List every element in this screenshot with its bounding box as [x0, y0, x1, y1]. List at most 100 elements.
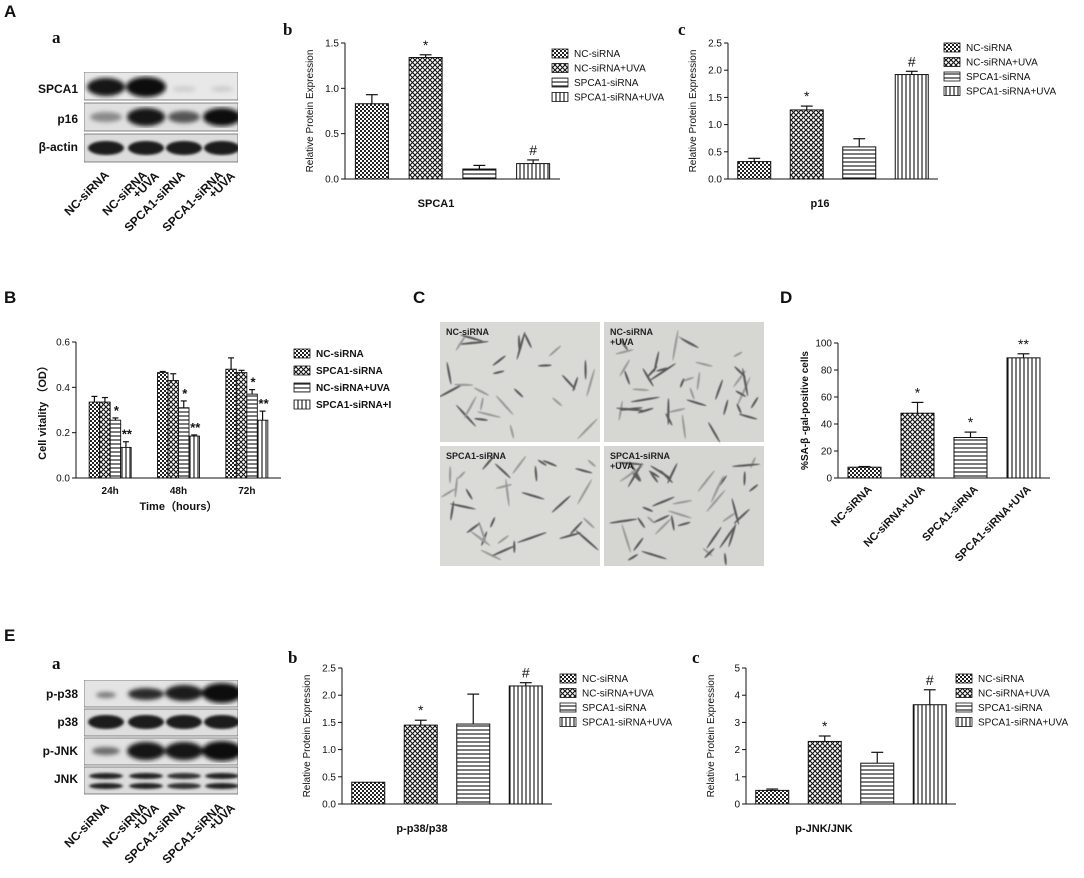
cell-shape [509, 424, 515, 439]
cell-shape [633, 537, 644, 551]
legend-entry: NC-siRNA+UVA [316, 383, 390, 394]
panel-label-A: A [4, 2, 17, 21]
y-tick-label: 1.0 [322, 745, 336, 756]
micrograph-label: NC-siRNA +UVA [610, 327, 654, 347]
significance-mark: * [822, 718, 828, 734]
bar [167, 380, 179, 479]
cell-shape [652, 496, 675, 507]
significance-mark: # [529, 142, 537, 158]
blot-row-label: p-p38 [45, 687, 78, 701]
bar [912, 704, 947, 805]
legend-swatch [943, 86, 961, 96]
panel-label-D: D [780, 288, 793, 307]
micrograph-label: SPCA1-siRNA +UVA [610, 451, 671, 471]
cell-shape [551, 495, 571, 513]
chart-E-c: 0 1 2 3 4 5 * # Relative Protein Expression p-JNK… [706, 664, 1068, 836]
y-tick-label: 1.0 [325, 84, 339, 95]
cell-shape [689, 387, 695, 400]
bar [1006, 357, 1041, 479]
y-tick-label: 2.0 [322, 691, 336, 702]
legend-entry: NC-siRNA+UVA [966, 58, 1038, 69]
cell-shape [552, 397, 563, 407]
significance-mark: * [804, 88, 810, 104]
lane-label: SPCA1-siRNA [159, 168, 226, 235]
legend-entry: SPCA1-siRNA+I [316, 400, 392, 411]
cell-shape [516, 331, 526, 360]
blot-row-label: β-actin [38, 140, 78, 154]
cell-shape [465, 488, 473, 500]
cell-shape [672, 500, 693, 505]
x-axis-label: p16 [811, 198, 830, 210]
significance-mark: * [968, 414, 974, 430]
cell-shape [686, 399, 707, 406]
legend-entry: SPCA1-siRNA [574, 78, 639, 89]
significance-mark: * [418, 702, 424, 718]
cell-shape [449, 503, 476, 510]
subpanel-label-A-a: a [52, 28, 61, 47]
bar [789, 109, 824, 180]
cell-shape [641, 551, 667, 560]
lane-label: NC-siRNA [99, 168, 150, 219]
cell-shape [490, 517, 496, 528]
cell-shape [477, 411, 501, 418]
cell-shape [473, 387, 490, 396]
y-axis-label: Relative Protein Expression [302, 675, 313, 798]
blot-A-image [84, 72, 238, 163]
y-tick-label: 0 [734, 800, 740, 811]
cell-shape [672, 329, 679, 361]
legend-entry: SPCA1-siRNA+UVA [978, 718, 1068, 729]
legend-swatch [551, 48, 569, 59]
legend-entry: SPCA1-siRNA+UVA [574, 93, 664, 104]
cell-shape [619, 407, 643, 411]
y-axis-label: %SA-β -gal-positive cells [800, 351, 811, 470]
cell-shape [637, 517, 645, 529]
cell-shape [732, 463, 761, 467]
panel-label-C: C [413, 288, 426, 307]
legend-entry: NC-siRNA [316, 349, 364, 360]
cell-shape [637, 407, 654, 414]
cell-shape [577, 418, 598, 440]
cell-shape [454, 476, 458, 498]
cell-shape [464, 396, 477, 419]
cell-shape [706, 526, 722, 549]
cell-shape [680, 338, 699, 349]
legend-swatch [955, 702, 973, 713]
cell-shape [584, 360, 587, 380]
micrograph-image [438, 322, 764, 566]
bar [354, 103, 389, 180]
cell-shape [624, 370, 630, 385]
bar [403, 724, 438, 805]
cell-shape [559, 532, 582, 539]
bar [755, 789, 790, 805]
cell-shape [731, 498, 739, 525]
significance-mark: * [182, 386, 188, 401]
cell-shape [631, 471, 641, 482]
legend-entry: SPCA1-siRNA [966, 72, 1031, 83]
legend-swatch [955, 717, 973, 727]
bar [178, 407, 190, 479]
bar [408, 57, 443, 180]
bar [508, 685, 543, 805]
blot-row-label: p16 [57, 112, 78, 126]
cell-shape [521, 492, 545, 500]
x-tick-label: 72h [238, 486, 255, 497]
bar [516, 163, 551, 180]
cell-shape [681, 414, 686, 440]
cell-shape [723, 399, 729, 416]
cell-shape [480, 549, 502, 561]
cell-shape [667, 462, 678, 484]
lane-label: NC-siRNA [99, 800, 150, 851]
cell-shape [680, 378, 685, 388]
y-axis-label: Relative Protein Expression [305, 50, 316, 173]
y-tick-label: 40 [821, 420, 833, 431]
cell-shape [587, 459, 596, 467]
cell-shape [697, 470, 715, 492]
cell-shape [653, 351, 660, 373]
legend-entry: NC-siRNA+UVA [978, 689, 1050, 700]
chart-A-c: 0.0 0.5 1.0 1.5 2.0 2.5 * # Relative Protein Exp… [688, 39, 1056, 211]
y-tick-label: 2.5 [322, 664, 336, 675]
significance-mark: ** [122, 427, 133, 442]
cell-shape [736, 403, 742, 414]
x-tick-label: NC-siRNA [829, 484, 875, 530]
